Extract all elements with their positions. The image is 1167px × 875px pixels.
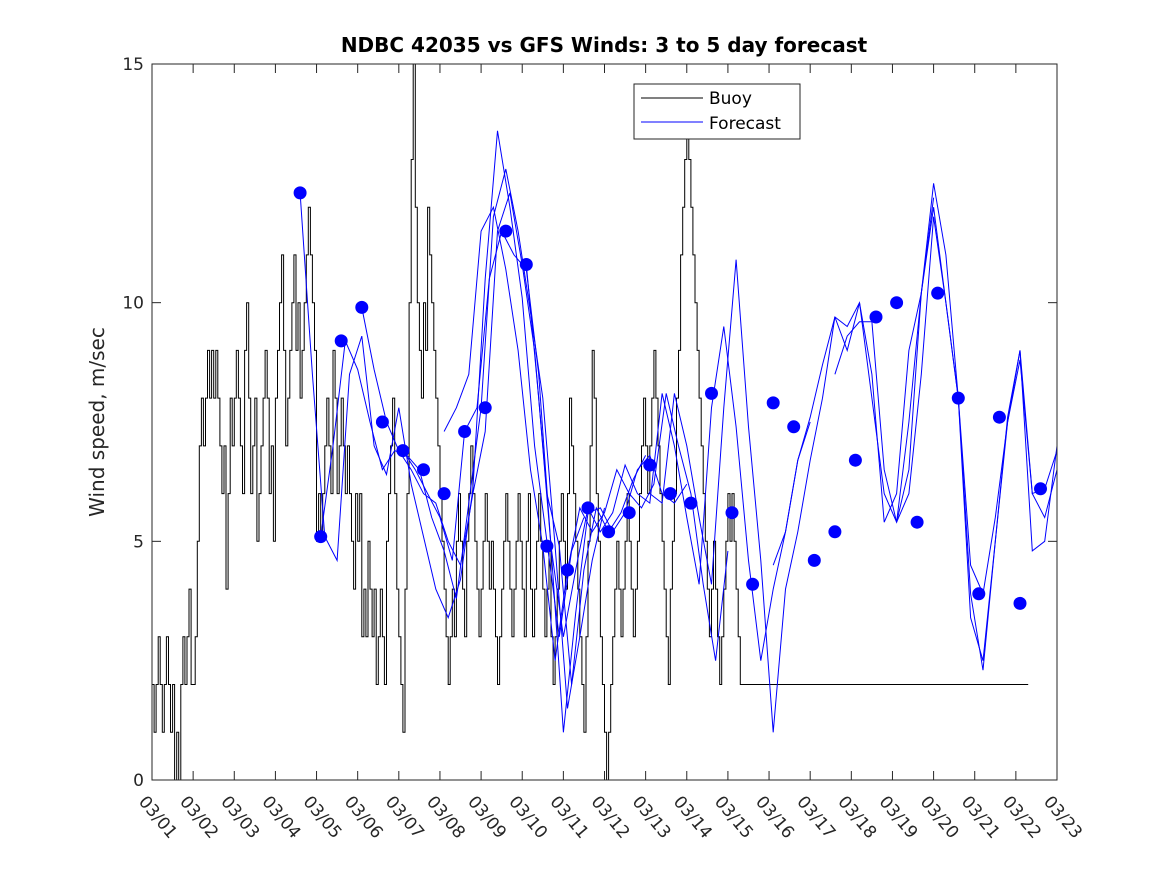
forecast-marker bbox=[334, 334, 348, 348]
forecast-marker bbox=[828, 525, 842, 539]
forecast-marker bbox=[869, 310, 883, 324]
forecast-run-line-5 bbox=[525, 264, 811, 661]
forecast-marker bbox=[972, 587, 986, 601]
legend-buoy-label: Buoy bbox=[709, 89, 752, 109]
forecast-marker bbox=[725, 506, 739, 520]
forecast-marker bbox=[581, 501, 595, 515]
forecast-marker bbox=[314, 530, 328, 544]
legend-box bbox=[633, 83, 801, 140]
forecast-marker bbox=[561, 563, 574, 577]
forecast-marker bbox=[746, 577, 760, 591]
forecast-marker bbox=[1034, 482, 1047, 496]
forecast-marker bbox=[417, 463, 430, 477]
forecast-run-line-2 bbox=[361, 192, 647, 685]
y-tick-label: 15 bbox=[122, 55, 144, 75]
y-axis-label: Wind speed, m/sec bbox=[85, 327, 109, 517]
forecast-marker bbox=[602, 525, 616, 539]
forecast-marker bbox=[848, 453, 862, 467]
forecast-marker bbox=[890, 296, 904, 310]
forecast-marker bbox=[931, 286, 945, 300]
y-tick-label: 10 bbox=[122, 294, 144, 314]
forecast-marker bbox=[499, 224, 513, 238]
forecast-marker bbox=[766, 396, 780, 410]
forecast-marker bbox=[355, 300, 369, 314]
forecast-run-line-9 bbox=[896, 216, 1058, 661]
forecast-marker bbox=[458, 425, 472, 438]
forecast-run-line-6 bbox=[649, 197, 935, 733]
forecast-marker bbox=[684, 496, 698, 510]
y-tick-label: 5 bbox=[133, 532, 144, 552]
forecast-marker bbox=[375, 415, 389, 429]
forecast-marker bbox=[1013, 596, 1027, 610]
forecast-marker bbox=[705, 386, 718, 400]
buoy-series-line bbox=[152, 63, 1029, 781]
forecast-marker bbox=[478, 401, 492, 415]
forecast-marker bbox=[519, 258, 533, 271]
forecast-marker bbox=[622, 506, 636, 520]
forecast-marker bbox=[951, 391, 965, 405]
forecast-marker bbox=[992, 410, 1006, 424]
forecast-marker bbox=[663, 487, 677, 501]
forecast-run-line-0 bbox=[299, 130, 585, 637]
legend-forecast-label: Forecast bbox=[709, 114, 781, 134]
forecast-marker bbox=[540, 539, 554, 553]
forecast-marker bbox=[643, 458, 657, 472]
forecast-run-line-3 bbox=[402, 229, 688, 733]
forecast-marker bbox=[293, 186, 307, 200]
forecast-marker bbox=[787, 420, 801, 434]
plot-content bbox=[152, 63, 1058, 781]
forecast-marker bbox=[807, 553, 821, 567]
forecast-marker bbox=[437, 487, 451, 501]
forecast-marker bbox=[910, 515, 924, 529]
forecast-marker bbox=[396, 444, 410, 458]
legend: Buoy Forecast bbox=[633, 83, 801, 140]
plot-area bbox=[152, 64, 1057, 780]
y-tick-label: 0 bbox=[133, 771, 144, 791]
chart-title: NDBC 42035 vs GFS Winds: 3 to 5 day fore… bbox=[341, 33, 868, 57]
